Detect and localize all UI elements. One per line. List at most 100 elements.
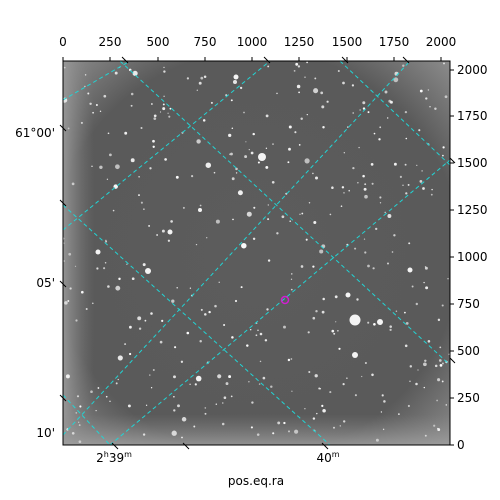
star	[329, 391, 332, 394]
grid-edge-ticks	[59, 56, 456, 450]
star	[162, 107, 166, 111]
dec-grid-line	[63, 394, 111, 445]
star	[434, 107, 437, 111]
star	[132, 70, 138, 76]
star	[362, 174, 365, 178]
ra-grid-line	[63, 61, 131, 101]
star	[422, 187, 425, 190]
dec-grid-line	[63, 204, 331, 445]
star	[294, 429, 299, 434]
star	[96, 267, 99, 270]
star	[80, 290, 84, 294]
star	[425, 286, 429, 290]
star	[199, 204, 202, 207]
star	[84, 74, 87, 76]
star	[67, 127, 70, 130]
star	[363, 238, 366, 240]
star	[437, 318, 441, 322]
star	[104, 261, 107, 264]
star	[276, 232, 279, 235]
star	[433, 424, 436, 427]
star	[340, 205, 343, 208]
star	[343, 152, 345, 154]
star	[163, 95, 165, 98]
star	[384, 211, 386, 214]
coordinate-grid	[63, 61, 450, 445]
star	[304, 158, 310, 164]
star	[417, 369, 419, 371]
star	[107, 132, 110, 135]
star	[168, 115, 171, 118]
right-tick-label: 500	[457, 344, 480, 358]
sky-image	[63, 61, 450, 445]
star	[404, 311, 406, 314]
star	[393, 234, 396, 237]
star	[322, 408, 326, 413]
star	[235, 172, 238, 174]
star	[405, 192, 408, 195]
star	[295, 62, 299, 66]
star	[347, 126, 349, 128]
star	[103, 94, 107, 98]
star	[222, 402, 224, 404]
star	[407, 404, 410, 408]
right-tick-label: 1000	[457, 250, 488, 264]
bright-star	[349, 314, 361, 326]
star	[63, 66, 66, 69]
star	[186, 77, 190, 80]
star	[114, 71, 118, 75]
star	[362, 101, 366, 105]
ra-grid-line	[63, 61, 411, 436]
star	[415, 302, 418, 306]
star	[337, 69, 340, 73]
star	[232, 79, 238, 85]
star	[419, 89, 423, 93]
star	[243, 111, 245, 114]
star	[225, 382, 229, 386]
star	[174, 346, 177, 349]
top-tick-label: 250	[98, 35, 122, 49]
star	[182, 206, 185, 209]
star	[225, 94, 228, 97]
star	[322, 126, 325, 129]
star	[304, 408, 306, 410]
star	[109, 400, 111, 403]
star	[186, 331, 190, 335]
star	[287, 161, 290, 164]
star	[90, 390, 93, 394]
star	[441, 304, 444, 307]
star	[288, 125, 292, 129]
star	[352, 112, 355, 114]
star	[354, 247, 357, 250]
star	[288, 430, 290, 433]
star	[199, 339, 202, 343]
star	[434, 364, 438, 368]
star	[358, 146, 360, 149]
top-tick-label: 2000	[425, 35, 457, 49]
star	[267, 65, 270, 68]
star	[196, 89, 198, 91]
star	[89, 102, 92, 106]
dec-grid-line	[119, 61, 450, 366]
star	[65, 374, 70, 379]
star	[210, 101, 213, 104]
star	[237, 190, 243, 196]
star	[384, 90, 388, 94]
star	[299, 213, 301, 215]
star	[296, 84, 301, 89]
star	[321, 105, 325, 109]
star	[162, 103, 165, 106]
star	[267, 218, 270, 221]
star	[105, 239, 107, 242]
star	[64, 301, 68, 305]
star	[343, 420, 346, 423]
star	[424, 434, 427, 437]
star	[315, 176, 318, 180]
star	[267, 259, 271, 262]
bright-star	[258, 153, 266, 161]
star	[181, 417, 187, 422]
top-tick-label: 0	[59, 35, 67, 49]
star-field	[63, 61, 450, 444]
star	[439, 346, 442, 349]
star	[252, 237, 256, 241]
